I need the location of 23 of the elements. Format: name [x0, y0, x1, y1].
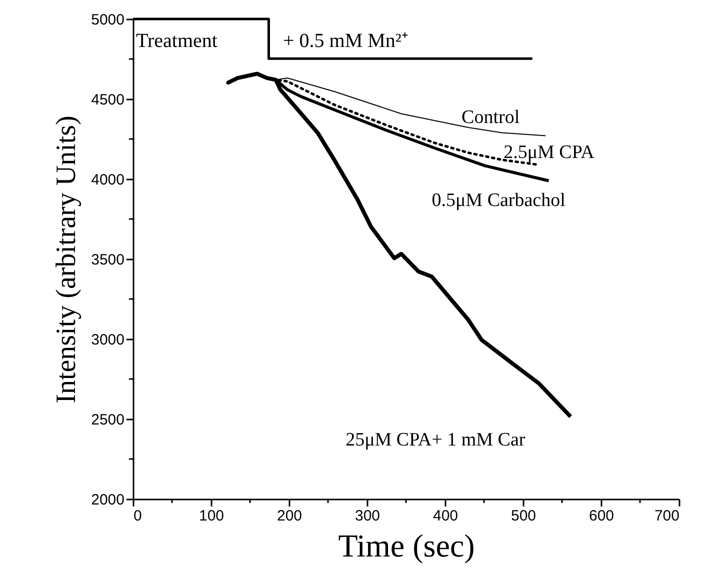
- annotation: Treatment: [136, 30, 218, 52]
- y-tick-label: 4500: [91, 92, 124, 108]
- y-tick-label: 2000: [91, 492, 124, 508]
- x-tick-label: 200: [276, 508, 302, 524]
- text: 25μM CPA+ 1 mM Car: [346, 430, 526, 451]
- y-tick-label: 3000: [91, 332, 124, 348]
- x-tick-label: 400: [432, 508, 458, 524]
- x-tick-label: 0: [134, 508, 142, 524]
- y-tick-label: 5000: [91, 12, 124, 28]
- y-tick-label: 4000: [91, 172, 124, 188]
- series-label: 2.5μM CPA: [504, 142, 595, 163]
- series-label: Control: [462, 106, 520, 128]
- x-tick-label: 600: [588, 508, 614, 524]
- series-label: 0.5μM Carbachol: [432, 190, 566, 211]
- annotation: + 0.5 mM Mn²⁺: [283, 30, 408, 52]
- y-axis-title: Intensity (arbitrary Units): [51, 116, 82, 404]
- x-tick-label: 500: [510, 508, 536, 524]
- x-tick-label: 100: [198, 508, 224, 524]
- y-tick-label: 3500: [91, 252, 124, 268]
- x-tick-label: 300: [354, 508, 380, 524]
- x-tick-label: 700: [654, 508, 680, 524]
- x-axis-title: Time (sec): [338, 528, 475, 564]
- y-tick-label: 2500: [91, 412, 124, 428]
